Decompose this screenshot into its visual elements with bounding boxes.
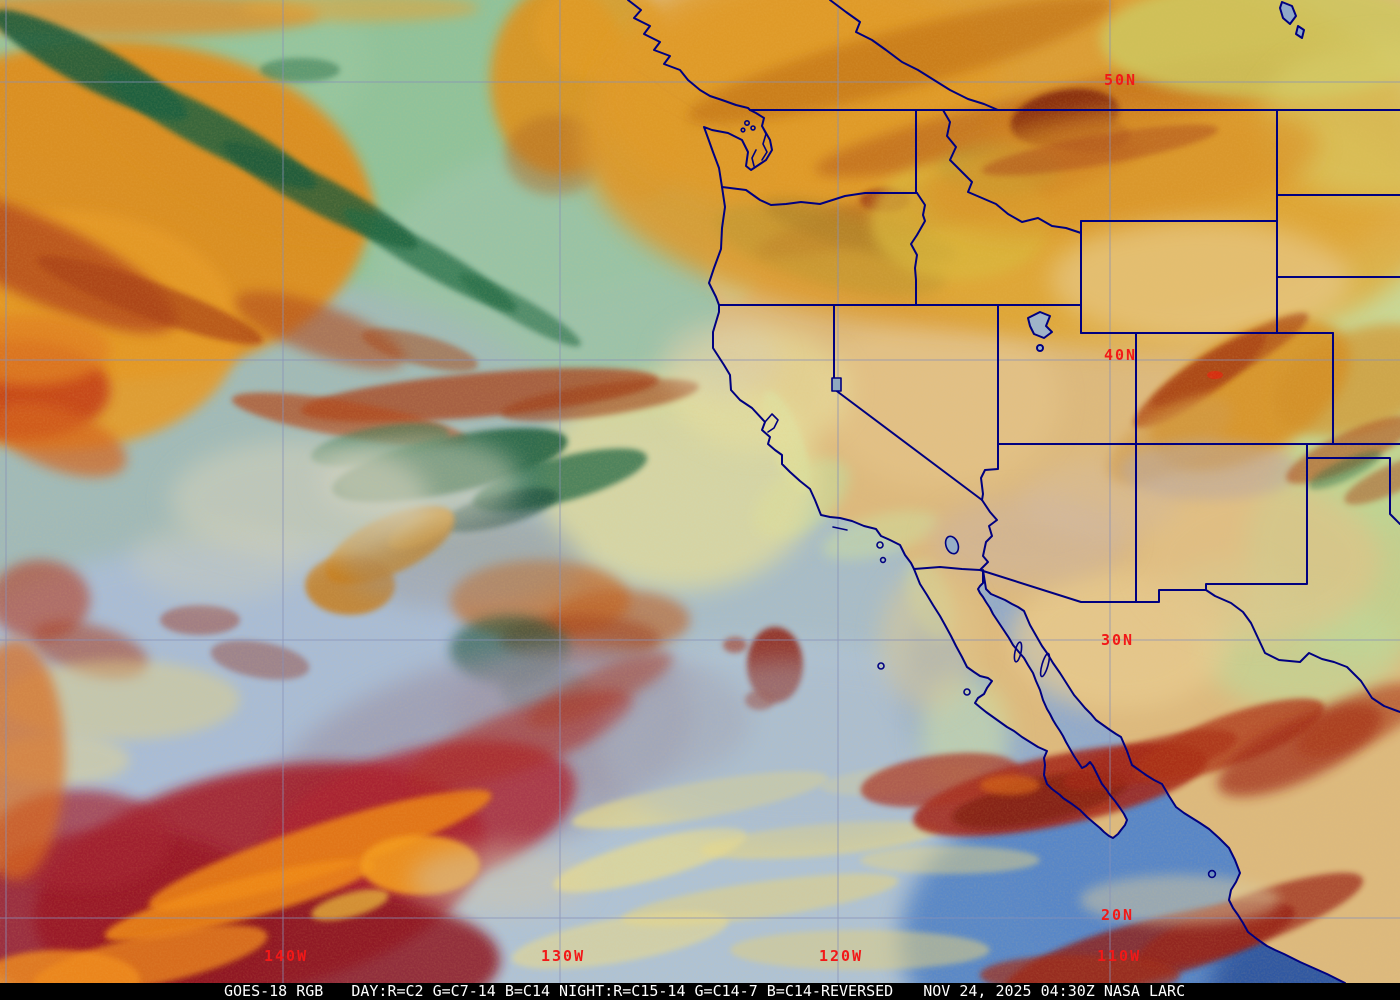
or-id-border <box>910 192 926 306</box>
wa-or-border <box>721 186 918 206</box>
lake-tahoe <box>831 377 842 392</box>
footer-timestamp: NOV 24, 2025 04:30Z NASA LARC <box>923 982 1186 1000</box>
political-borders <box>627 0 1400 983</box>
footer-product-label: GOES-18 RGB <box>224 982 324 1000</box>
footer-channel-recipe: DAY:R=C2 G=C7-14 B=C14 NIGHT:R=C15-14 G=… <box>351 982 894 1000</box>
bc-lakes <box>1279 1 1305 39</box>
nv-ut-border <box>980 304 999 501</box>
salton-sea <box>944 535 960 555</box>
rio-grande-border <box>1205 589 1400 713</box>
san-francisco-bay <box>764 413 779 433</box>
utah-lake <box>1036 344 1044 352</box>
great-salt-lake <box>1027 311 1053 339</box>
us-mexico-border <box>913 566 1207 603</box>
puget-sound <box>751 125 768 167</box>
coastline <box>627 0 1346 983</box>
islands <box>740 120 1217 879</box>
ok-panhandle-border <box>1306 457 1400 525</box>
bc-alberta-border <box>829 0 999 111</box>
footer-bar: GOES-18 RGB DAY:R=C2 G=C7-14 B=C14 NIGHT… <box>0 983 1400 1000</box>
colorado-river-border <box>979 499 998 571</box>
nm-tx-border <box>1205 443 1308 591</box>
id-mt-border <box>942 109 1082 234</box>
